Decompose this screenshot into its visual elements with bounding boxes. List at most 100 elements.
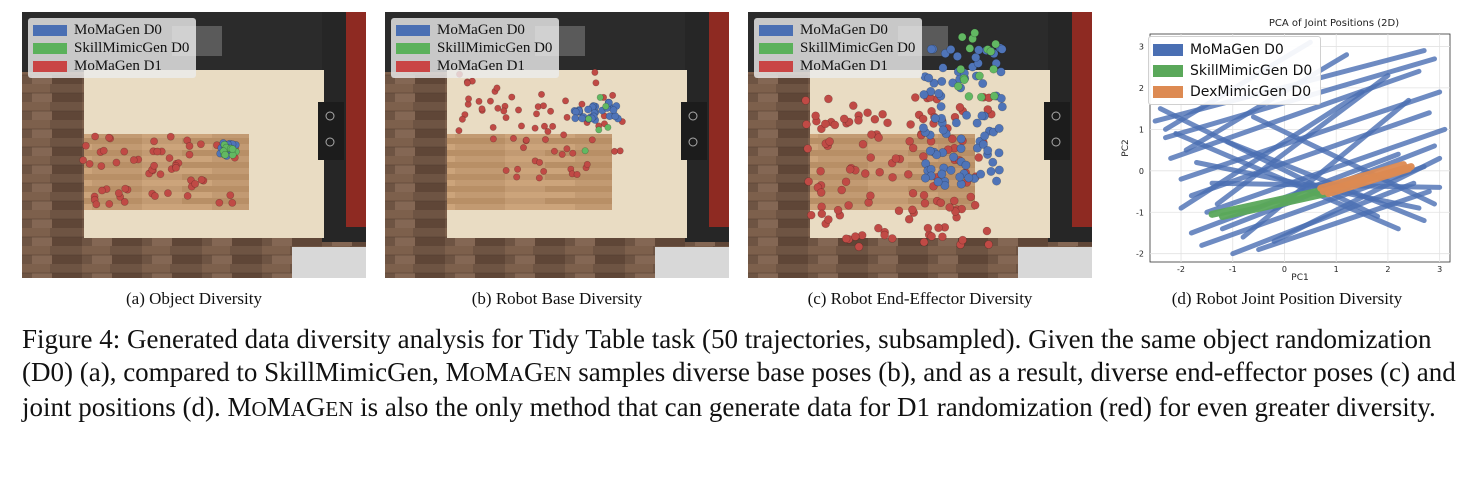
scene-object-dot: [478, 105, 486, 113]
legend-label: MoMaGen D0: [800, 21, 888, 38]
scene-object-dot: [863, 108, 872, 118]
scene-object-dot: [165, 154, 174, 163]
scene-object-dot: [531, 124, 539, 132]
scene-object-dot: [228, 198, 237, 207]
scene-object-dot: [883, 118, 892, 128]
legend-item: SkillMimicGen D0: [396, 39, 552, 57]
scene-object-dot: [858, 139, 868, 149]
method-name: MOMAGEN: [227, 392, 354, 422]
scene-object-dot: [908, 188, 918, 198]
scene-object-dot: [105, 200, 114, 208]
caption-part: samples diverse base poses (b), and as a…: [22, 357, 1456, 422]
legend-item: MoMaGen D1: [396, 57, 552, 75]
x-axis-label: PC1: [1291, 273, 1308, 282]
scene-object-dot: [803, 144, 813, 153]
scene-object-dot: [578, 114, 587, 123]
scene-object-dot: [986, 47, 996, 56]
pca-legend: MoMaGen D0 SkillMimicGen D0 DexMimicGen …: [1148, 36, 1322, 105]
legend-item: MoMaGen D0: [396, 21, 552, 39]
legend-swatch: [33, 42, 67, 54]
scene-object-dot: [989, 64, 998, 74]
legend-label: MoMaGen D0: [1190, 41, 1284, 58]
scene-object-dot: [602, 102, 610, 110]
scene-object-dot: [925, 146, 935, 156]
scene-object-dot: [150, 137, 158, 146]
scene-object-dot: [878, 109, 887, 119]
scene-object-dot: [908, 143, 918, 153]
legend-label: MoMaGen D1: [437, 57, 525, 74]
scene-object-dot: [156, 170, 165, 179]
legend-item: MoMaGen D1: [759, 57, 915, 75]
scene-object-dot: [887, 234, 897, 243]
legend: MoMaGen D0 SkillMimicGen D0 MoMaGen D1: [28, 18, 197, 78]
scene-object-dot: [891, 154, 901, 163]
scene-object-dot: [121, 184, 130, 193]
scene-object-dot: [956, 144, 966, 154]
scene-object-dot: [578, 100, 586, 108]
x-tick-label: 1: [1334, 265, 1339, 274]
scene-object-dot: [974, 45, 984, 55]
scene-object-dot: [821, 119, 830, 129]
scene-object-dot: [927, 232, 936, 241]
legend-item: SkillMimicGen D0: [1153, 60, 1312, 81]
scene-object-dot: [957, 32, 967, 42]
scene-object-dot: [458, 115, 466, 123]
scene-object-dot: [560, 131, 568, 139]
scene-object-dot: [463, 79, 471, 87]
scene-object-dot: [549, 122, 557, 130]
series-line-momagen-d0: [1271, 155, 1443, 244]
y-tick-label: -2: [1136, 250, 1144, 259]
scene-object-dot: [562, 97, 570, 105]
legend: MoMaGen D0 SkillMimicGen D0 MoMaGen D1: [754, 18, 923, 78]
legend-item: MoMaGen D0: [1153, 39, 1312, 60]
scene-object-dot: [519, 144, 527, 152]
scene-object-dot: [923, 223, 933, 233]
scene-object-dot: [936, 198, 946, 208]
scene-object-dot: [929, 78, 939, 88]
y-tick-label: 3: [1139, 42, 1144, 51]
scene-object-dot: [962, 110, 972, 120]
y-tick-label: 0: [1139, 167, 1144, 176]
scene-object-dot: [215, 198, 224, 207]
legend-item: DexMimicGen D0: [1153, 81, 1312, 102]
scene-object-dot: [533, 110, 541, 118]
scene-object-dot: [91, 132, 99, 141]
x-tick-label: -1: [1229, 265, 1237, 274]
scene-object-dot: [228, 145, 237, 153]
scene-object-dot: [151, 192, 159, 200]
scene-object-dot: [991, 39, 1000, 49]
caption-part: Figure 4: Generated data diversity analy…: [22, 324, 1432, 387]
scene-object-dot: [508, 93, 516, 101]
scene-object-dot: [854, 116, 863, 125]
scene-object-dot: [806, 210, 816, 220]
scene-object-dot: [539, 102, 547, 110]
scene-object-dot: [120, 147, 129, 156]
scene-object-dot: [919, 90, 929, 100]
series-line-momagen-d0: [1178, 89, 1365, 211]
caption-part: is also the only method that can generat…: [353, 392, 1436, 422]
scene-object-dot: [801, 96, 810, 105]
scene-object-dot: [166, 132, 175, 141]
scene-object-dot: [866, 191, 875, 201]
scene-object-dot: [824, 215, 833, 224]
scene-object-dot: [938, 63, 948, 73]
scene-object-dot: [867, 130, 876, 139]
legend-label: SkillMimicGen D0: [800, 39, 916, 56]
axis-ticks: -2 -1 0 1 2 3 -2 -1 0 1 2 3: [1136, 42, 1442, 274]
scene-object-dot: [563, 113, 571, 121]
scene-object-dot: [970, 28, 980, 38]
legend-swatch: [1153, 85, 1183, 98]
scene-object-dot: [904, 214, 914, 224]
scene-object-dot: [978, 79, 988, 89]
scene-object-dot: [120, 198, 129, 206]
scene-object-dot: [952, 51, 962, 61]
scene-object-dot: [609, 106, 618, 115]
scene-object-dot: [992, 176, 1002, 186]
scene-object-dot: [592, 79, 600, 87]
scene-object-dot: [953, 82, 963, 91]
scene-object-dot: [540, 122, 548, 130]
scene-object-dot: [926, 44, 936, 54]
figure-caption: Figure 4: Generated data diversity analy…: [22, 323, 1462, 426]
scene-object-dot: [596, 93, 604, 101]
scene-object-dot: [541, 136, 549, 144]
